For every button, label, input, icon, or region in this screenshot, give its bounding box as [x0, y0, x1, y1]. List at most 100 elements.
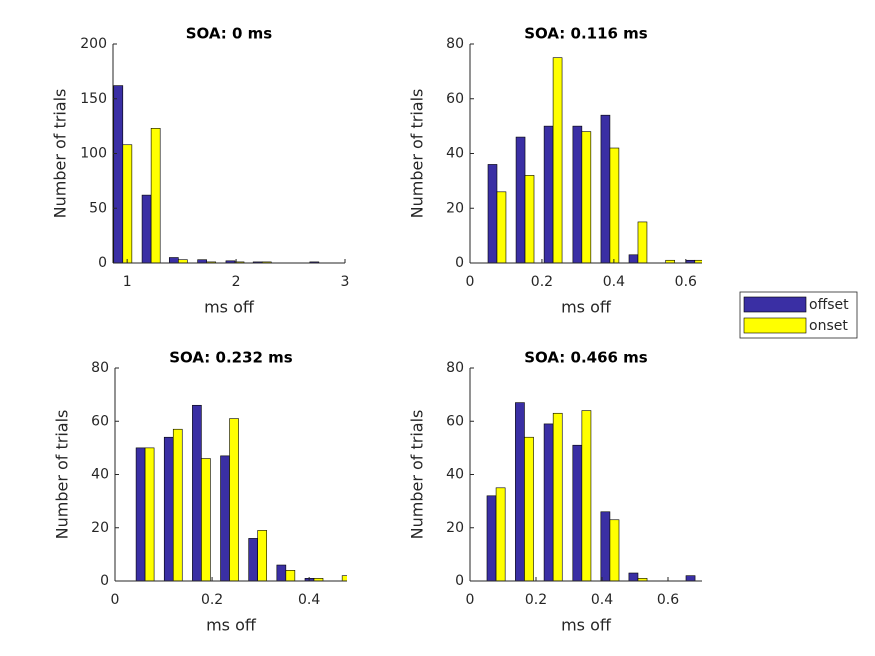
y-tick-label: 40 [446, 467, 464, 483]
bar [515, 402, 525, 581]
x-tick-label: 1 [123, 274, 132, 290]
subplot: 0 20 40 60 80 0 0.2 0.4 0.6 SOA: 0.466 ms ms off Nu… [408, 349, 702, 635]
subplot: 0 20 40 60 80 0 0.2 0.4 SOA: 0.232 ms ms off Numbe… [53, 349, 347, 635]
bar [150, 128, 161, 263]
bar [600, 114, 611, 263]
bars [113, 85, 320, 263]
bar [163, 436, 174, 581]
bar [637, 578, 648, 581]
x-axis-label: ms off [561, 616, 612, 635]
bar [141, 194, 152, 263]
y-tick-label: 60 [91, 413, 109, 429]
chart-title: SOA: 0 ms [186, 25, 273, 43]
y-tick-label: 150 [80, 91, 107, 107]
bar [486, 495, 497, 581]
bar [665, 259, 675, 263]
x-tick-label: 0.2 [201, 592, 223, 608]
bar [201, 458, 211, 581]
subplot: 0 20 40 60 80 0 0.2 0.4 0.6 SOA: 0.116 ms ms off Nu… [408, 25, 702, 317]
y-tick-label: 100 [80, 146, 107, 162]
bar [257, 530, 268, 581]
bar [135, 447, 146, 581]
legend-label: onset [809, 318, 848, 334]
y-axis-label: Number of trials [408, 89, 427, 219]
x-tick-label: 0 [466, 592, 475, 608]
bar [341, 575, 347, 581]
bar [628, 254, 639, 263]
bar [552, 57, 563, 263]
bar [285, 570, 296, 581]
subplot: 0 50 100 150 200 1 2 3 SOA: 0 ms ms off Number of … [51, 25, 350, 317]
x-axis-label: ms off [204, 298, 255, 317]
y-tick-label: 200 [80, 36, 107, 52]
bar [313, 578, 324, 581]
bar [122, 144, 133, 263]
legend-swatch [743, 296, 807, 313]
x-tick-label: 0.4 [298, 592, 320, 608]
bar [220, 455, 230, 581]
bar [581, 131, 592, 263]
bar [515, 136, 526, 263]
y-tick-label: 0 [100, 573, 109, 589]
bar [609, 147, 620, 263]
x-axis-label: ms off [561, 298, 612, 317]
y-tick-label: 60 [446, 413, 464, 429]
legend: offset onset [739, 291, 858, 339]
y-axis-label: Number of trials [51, 89, 70, 219]
x-tick-label: 0.2 [525, 592, 547, 608]
y-tick-label: 0 [455, 573, 464, 589]
y-tick-label: 80 [446, 360, 464, 376]
bar [172, 428, 183, 581]
x-tick-label: 0.6 [675, 274, 697, 290]
x-tick-label: 0.6 [657, 592, 679, 608]
bar [524, 436, 534, 581]
bars [487, 57, 702, 263]
bar [552, 412, 563, 581]
x-tick-label: 2 [232, 274, 241, 290]
bar [192, 404, 202, 581]
bar [637, 221, 648, 263]
x-tick-label: 0 [111, 592, 120, 608]
bar [487, 164, 498, 263]
bar [144, 447, 155, 581]
bar [628, 572, 639, 581]
x-tick-label: 0.2 [531, 274, 553, 290]
x-tick-label: 3 [341, 274, 350, 290]
y-tick-label: 0 [98, 255, 107, 271]
y-tick-label: 50 [89, 200, 107, 216]
y-tick-label: 40 [446, 146, 464, 162]
chart-title: SOA: 0.232 ms [169, 349, 293, 367]
x-tick-label: 0 [466, 274, 475, 290]
y-axis-label: Number of trials [53, 410, 72, 540]
y-tick-label: 60 [446, 91, 464, 107]
y-tick-label: 40 [91, 467, 109, 483]
bar [685, 575, 696, 581]
bar [572, 444, 583, 581]
bar [543, 125, 554, 263]
y-tick-label: 80 [91, 360, 109, 376]
y-axis-label: Number of trials [408, 410, 427, 540]
y-tick-label: 80 [446, 36, 464, 52]
bar [248, 538, 258, 581]
bar [609, 519, 620, 581]
bars [486, 402, 696, 581]
y-tick-label: 0 [455, 255, 464, 271]
bar [581, 410, 592, 581]
legend-label: offset [809, 297, 849, 313]
x-axis-label: ms off [206, 616, 257, 635]
y-tick-label: 20 [446, 200, 464, 216]
bar [113, 85, 124, 263]
bar [229, 418, 239, 581]
y-tick-label: 20 [91, 520, 109, 536]
bar [495, 487, 506, 581]
bar [543, 423, 554, 581]
bar [600, 511, 611, 581]
chart-title: SOA: 0.466 ms [524, 349, 648, 367]
x-tick-label: 0.4 [591, 592, 613, 608]
bar [496, 191, 507, 263]
x-tick-label: 0.4 [603, 274, 625, 290]
bars [135, 404, 347, 581]
y-tick-label: 20 [446, 520, 464, 536]
bar [572, 125, 583, 263]
